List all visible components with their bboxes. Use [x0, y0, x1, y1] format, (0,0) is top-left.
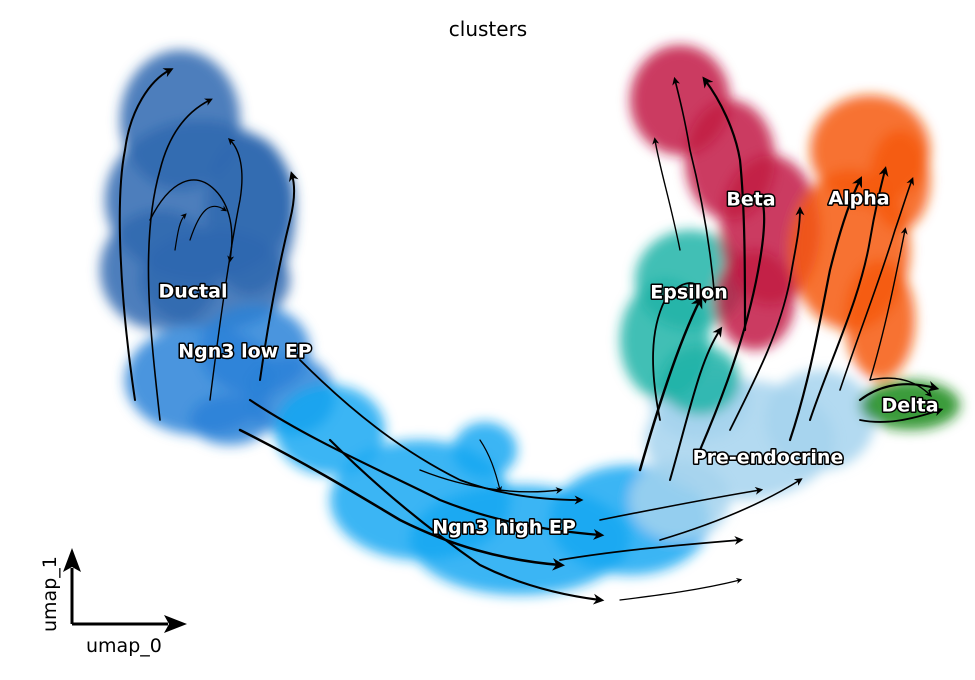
streamline — [259, 171, 299, 381]
cluster-point-mass — [715, 250, 795, 350]
streamline — [638, 295, 703, 472]
streamline — [839, 177, 914, 391]
cluster-point-mass — [860, 380, 960, 430]
cluster-point-mass — [870, 130, 930, 230]
streamline — [669, 326, 723, 481]
cluster-label-delta: Delta — [881, 395, 938, 417]
cluster-label-alpha: Alpha — [828, 188, 889, 210]
y-axis-label: umap_1 — [39, 556, 61, 632]
streamline — [479, 439, 503, 493]
streamline — [299, 359, 584, 505]
streamline — [248, 398, 605, 540]
y-axis-arrowhead — [63, 548, 81, 572]
cluster-point-mass — [845, 260, 915, 380]
velocity-streamlines — [118, 68, 944, 605]
streamline — [328, 438, 605, 605]
cluster-point-mass — [765, 370, 875, 470]
streamline — [702, 76, 747, 332]
cluster-point-mass — [453, 422, 517, 478]
x-axis-label: umap_0 — [86, 635, 162, 657]
streamline — [419, 469, 563, 494]
cluster-point-mass — [190, 395, 270, 445]
streamline — [729, 206, 805, 431]
streamline — [652, 137, 681, 251]
cluster-cloud-alpha — [790, 95, 930, 380]
cluster-label-beta: Beta — [726, 189, 775, 211]
cluster-cloud-ngn3-low-ep — [125, 305, 335, 445]
streamline — [189, 205, 227, 241]
streamline — [698, 195, 770, 452]
cluster-label-ngn3-high-ep: Ngn3 high EP — [432, 517, 576, 539]
cluster-cloud-ngn3-high-ep — [275, 385, 710, 595]
streamline — [869, 227, 908, 381]
streamline — [118, 68, 174, 401]
cluster-point-mass — [275, 385, 385, 475]
streamline — [238, 428, 565, 571]
streamline — [619, 577, 743, 601]
cluster-point-mass — [205, 135, 295, 295]
streamline — [859, 407, 944, 423]
streamline — [147, 98, 213, 421]
cluster-point-mass — [630, 460, 730, 540]
cluster-points-layer — [100, 45, 960, 595]
streamline — [659, 478, 803, 541]
streamline — [652, 282, 709, 421]
axis-indicator: umap_0 umap_1 — [39, 548, 187, 657]
cluster-labels-layer: Ductal Ngn3 low EP Ngn3 high EP Pre-endocri… — [157, 186, 940, 540]
chart-title: clusters — [449, 17, 527, 41]
streamline — [149, 179, 235, 263]
streamline — [788, 176, 862, 442]
cluster-cloud-ductal — [100, 50, 295, 330]
cluster-label-ductal: Ductal — [159, 281, 228, 303]
cluster-label-epsilon: Epsilon — [650, 282, 728, 304]
cluster-label-pre-endocrine: Pre-endocrine — [693, 447, 844, 469]
streamline — [599, 486, 764, 521]
streamline — [858, 380, 940, 402]
cluster-cloud-pre-endocrine — [630, 360, 875, 540]
x-axis-arrowhead — [164, 615, 187, 633]
streamline — [559, 535, 744, 561]
streamline — [174, 213, 187, 251]
cluster-label-ngn3-low-ep: Ngn3 low EP — [178, 341, 312, 363]
streamline — [672, 76, 716, 301]
streamline — [869, 377, 932, 397]
cluster-cloud-delta — [860, 380, 960, 430]
streamline — [209, 138, 243, 401]
streamline — [809, 166, 889, 421]
